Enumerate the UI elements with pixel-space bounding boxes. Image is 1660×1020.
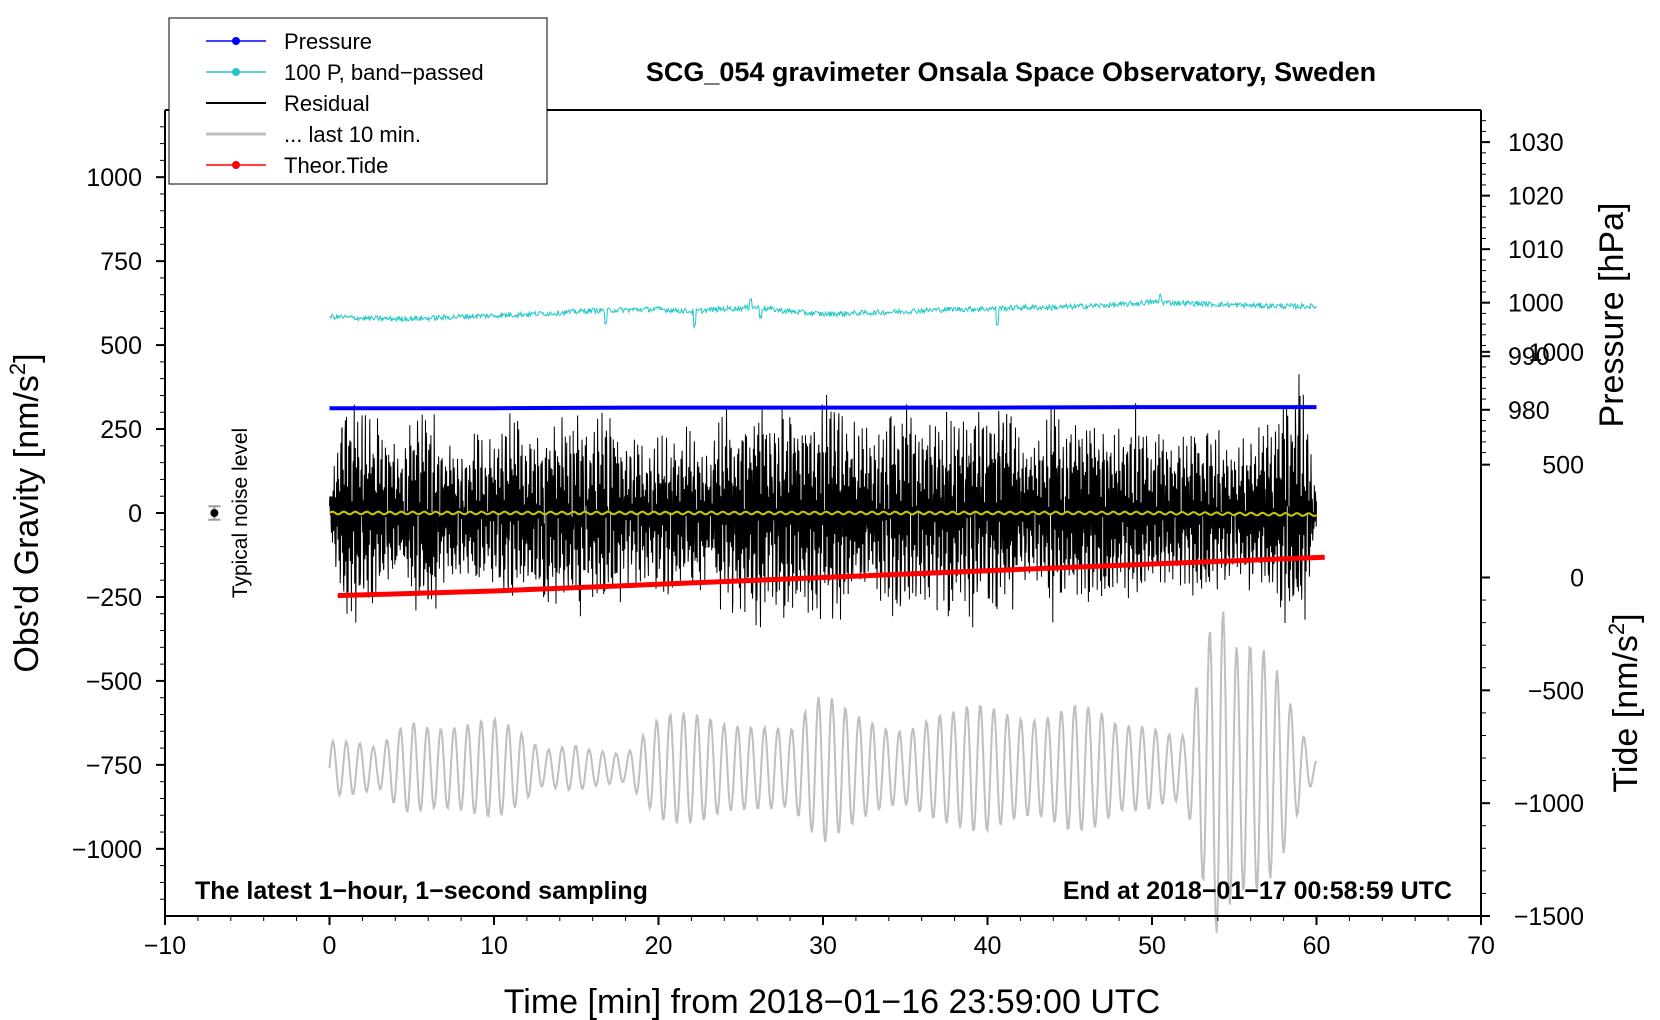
tide-tick-label: 500 [1542,452,1584,480]
band-passed-pressure-line [329,292,1317,329]
tide-tick-label: −1000 [1514,790,1584,818]
y-axis-title-tide-text: Tide [nm/s [1607,635,1645,792]
pressure-series-line [329,405,1317,411]
y-axis-title-left-tail: ] [8,353,46,362]
legend-marker [232,37,240,45]
chart-title: SCG_054 gravimeter Onsala Space Observat… [646,57,1376,87]
y-axis-title-tide-tail: ] [1607,613,1645,622]
x-tick-label: 20 [645,932,673,960]
x-tick-label: 70 [1467,932,1495,960]
y-left-tick-label: 500 [100,332,142,360]
x-tick-label: 60 [1303,932,1331,960]
annotation-right: End at 2018−01−17 00:58:59 UTC [1063,877,1452,905]
legend-marker [232,68,240,76]
pressure-tick-label: 990 [1508,343,1550,371]
axis-ticks: −10 0 10 20 30 40 50 60 7010007505002500−250−500… [72,120,1584,960]
legend-label: Residual [284,91,370,116]
legend-marker [232,161,240,169]
y-left-tick-label: 0 [128,500,142,528]
tide-tick-label: −500 [1528,677,1584,705]
x-tick-label: −10 [144,932,186,960]
x-tick-label: 40 [974,932,1002,960]
y-axis-title-left-sup: 2 [5,363,30,375]
pressure-tick-label: 1020 [1508,183,1564,211]
tide-tick-label: 1000 [1528,339,1584,367]
y-left-tick-label: −750 [86,752,142,780]
legend-label: Pressure [284,29,372,54]
y-axis-title-pressure: Pressure [hPa] [1593,203,1631,428]
tide-tick-label: 0 [1570,565,1584,593]
y-axis-title-tide-sup: 2 [1604,623,1629,635]
residual-smoothed-line [328,510,1317,517]
legend-label: Theor.Tide [284,153,388,178]
tide-tick-label: −1500 [1514,903,1584,931]
legend-label: ... last 10 min. [284,122,421,147]
pressure-tick-label: 1030 [1508,129,1564,157]
pressure-tick-label: 1010 [1508,236,1564,264]
legend: Pressure 100 P, band−passed Residual ... la… [168,17,548,185]
noise-dot [210,509,219,517]
y-left-tick-label: 250 [100,416,142,444]
theoretical-tide-line [337,554,1325,599]
x-tick-label: 50 [1138,932,1166,960]
annotation-left: The latest 1−hour, 1−second sampling [195,877,648,905]
x-tick-label: 0 [323,932,337,960]
plot-area [328,292,1325,933]
y-left-tick-label: −250 [86,584,142,612]
residual-series-line [329,374,1317,628]
legend-label: 100 P, band−passed [284,60,484,85]
pressure-tick-label: 1000 [1508,290,1564,318]
y-axis-title-tide: Tide [nm/s2] [1604,613,1645,792]
x-tick-label: 10 [480,932,508,960]
last-10-min-series-line [328,611,1318,933]
x-axis-title: Time [min] from 2018−01−16 23:59:00 UTC [504,983,1160,1020]
y-axis-title-left-text: Obs'd Gravity [nm/s [8,375,46,672]
noise-label: Typical noise level [229,428,252,598]
y-left-tick-label: 1000 [86,164,142,192]
y-left-tick-label: 750 [100,248,142,276]
pressure-tick-label: 980 [1508,397,1550,425]
x-tick-label: 30 [809,932,837,960]
legend-box [168,17,548,185]
y-left-tick-label: −1000 [72,836,142,864]
y-axis-title-left: Obs'd Gravity [nm/s2] [5,353,46,672]
noise-marker [208,505,221,521]
y-left-tick-label: −500 [86,668,142,696]
